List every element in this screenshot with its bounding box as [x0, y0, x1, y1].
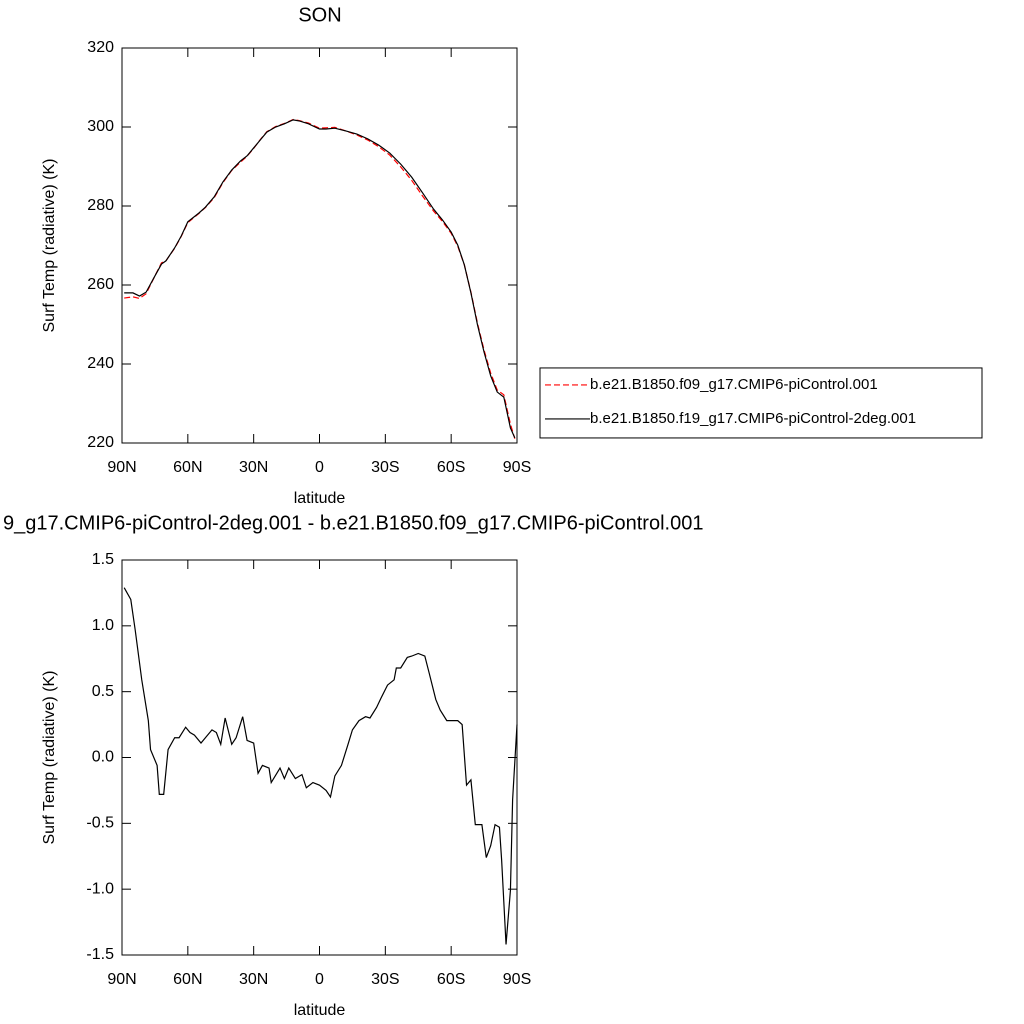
y-tick-label: 300 [87, 118, 114, 135]
x-tick-label: 30N [239, 459, 268, 476]
x-tick-label: 60N [173, 971, 202, 988]
x-axis-label: latitude [294, 1002, 346, 1019]
plot-frame [121, 47, 518, 444]
y-tick-label: 0.0 [92, 749, 114, 766]
y-tick-label: -1.5 [86, 946, 114, 963]
y-tick-label: -0.5 [86, 815, 114, 832]
plot-frame [121, 559, 518, 956]
x-tick-label: 90N [107, 459, 136, 476]
x-tick-label: 0 [315, 971, 324, 988]
y-axis-label: Surf Temp (radiative) (K) [41, 159, 58, 333]
y-tick-label: 1.5 [92, 551, 114, 568]
data-line [123, 587, 518, 945]
y-tick-label: 220 [87, 434, 114, 451]
x-tick-label: 0 [315, 459, 324, 476]
x-tick-label: 60S [437, 459, 465, 476]
x-tick-label: 60N [173, 459, 202, 476]
x-tick-label: 60S [437, 971, 465, 988]
y-tick-label: 280 [87, 197, 114, 214]
legend-label: b.e21.B1850.f19_g17.CMIP6-piControl-2deg… [590, 410, 916, 427]
x-tick-label: 30S [371, 971, 399, 988]
y-axis-label: Surf Temp (radiative) (K) [41, 671, 58, 845]
legend-box [539, 367, 983, 439]
x-tick-label: 90S [503, 459, 531, 476]
y-tick-label: 240 [87, 355, 114, 372]
chart-title: SON [298, 4, 341, 26]
x-tick-label: 30S [371, 459, 399, 476]
x-tick-label: 30N [239, 971, 268, 988]
y-tick-label: 0.5 [92, 683, 114, 700]
x-axis-label: latitude [294, 490, 346, 507]
x-tick-label: 90S [503, 971, 531, 988]
chart-title: 9_g17.CMIP6-piControl-2deg.001 - b.e21.B… [3, 512, 703, 534]
y-tick-label: 260 [87, 276, 114, 293]
data-line [124, 119, 516, 439]
x-tick-label: 90N [107, 971, 136, 988]
data-line [124, 118, 516, 439]
y-tick-label: 1.0 [92, 617, 114, 634]
y-tick-label: 320 [87, 39, 114, 56]
legend-label: b.e21.B1850.f09_g17.CMIP6-piControl.001 [590, 376, 878, 393]
y-tick-label: -1.0 [86, 880, 114, 897]
